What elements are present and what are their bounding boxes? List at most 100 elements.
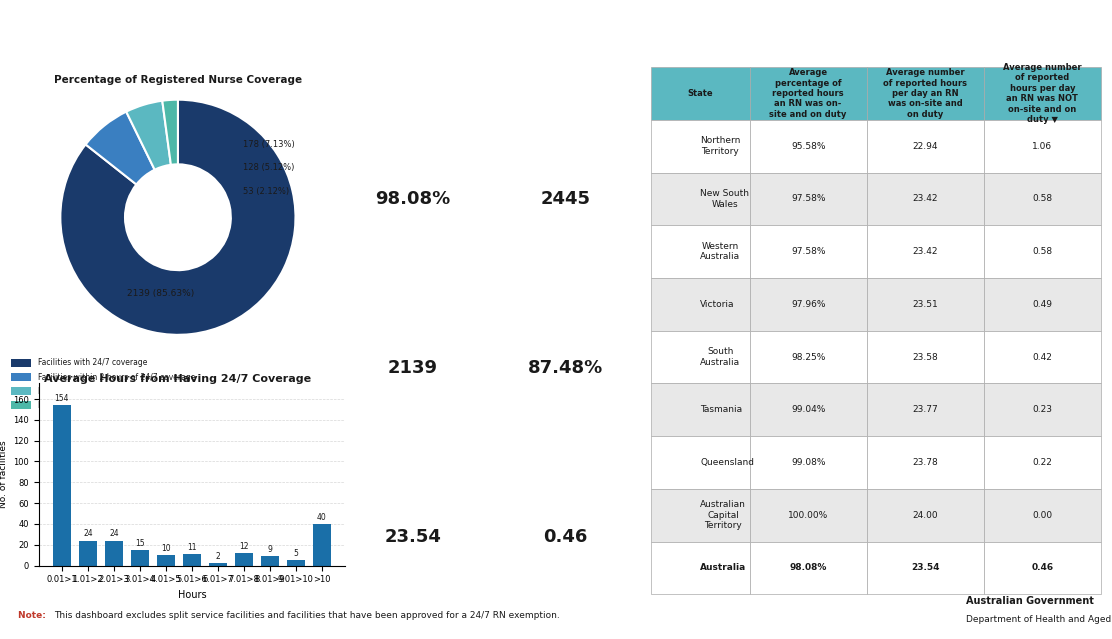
FancyBboxPatch shape xyxy=(651,173,749,226)
Text: 98.08%: 98.08% xyxy=(790,564,827,573)
FancyBboxPatch shape xyxy=(651,436,749,489)
Text: 0.42: 0.42 xyxy=(1032,353,1052,362)
FancyBboxPatch shape xyxy=(984,383,1101,436)
FancyBboxPatch shape xyxy=(984,436,1101,489)
FancyBboxPatch shape xyxy=(651,489,749,542)
FancyBboxPatch shape xyxy=(866,489,984,542)
FancyBboxPatch shape xyxy=(984,331,1101,383)
FancyBboxPatch shape xyxy=(651,383,749,436)
Text: 40: 40 xyxy=(317,513,327,522)
FancyBboxPatch shape xyxy=(866,226,984,278)
Text: 100.00%: 100.00% xyxy=(788,511,828,520)
Text: State: State xyxy=(687,89,713,98)
Text: Facilities with 24/7 coverage: Facilities with 24/7 coverage xyxy=(38,358,147,367)
Text: 24.00: 24.00 xyxy=(913,511,939,520)
Wedge shape xyxy=(86,112,155,185)
Text: Average number
of reported
hours per day
an RN was NOT
on-site and on
duty ▼: Average number of reported hours per day… xyxy=(1003,63,1082,124)
Bar xyxy=(131,550,149,566)
Bar xyxy=(79,541,97,566)
Text: This dashboard excludes split service facilities and facilities that have been a: This dashboard excludes split service fa… xyxy=(54,610,560,620)
Text: Facilities that did not report: Facilities that did not report xyxy=(38,401,145,410)
FancyBboxPatch shape xyxy=(749,541,866,594)
Text: Tasmania: Tasmania xyxy=(701,405,742,414)
Text: Average number of
reported hours per day an
RN was NOT on-site and
on duty: Average number of reported hours per day… xyxy=(502,435,631,475)
FancyBboxPatch shape xyxy=(749,383,866,436)
FancyBboxPatch shape xyxy=(984,226,1101,278)
Bar xyxy=(11,373,31,381)
FancyBboxPatch shape xyxy=(651,331,749,383)
FancyBboxPatch shape xyxy=(749,331,866,383)
Text: 23.42: 23.42 xyxy=(913,247,939,256)
FancyBboxPatch shape xyxy=(866,120,984,173)
Text: 12: 12 xyxy=(239,542,249,551)
FancyBboxPatch shape xyxy=(749,226,866,278)
FancyBboxPatch shape xyxy=(749,278,866,331)
Text: 10: 10 xyxy=(161,544,170,553)
Text: 23.78: 23.78 xyxy=(912,458,939,467)
Bar xyxy=(260,556,279,566)
Text: Victoria: Victoria xyxy=(701,300,735,309)
Text: 0.22: 0.22 xyxy=(1032,458,1052,467)
Text: New South
Wales: New South Wales xyxy=(701,189,749,208)
Text: 154: 154 xyxy=(54,394,69,403)
Text: 128 (5.12%): 128 (5.12%) xyxy=(242,164,294,173)
Wedge shape xyxy=(127,101,171,170)
Text: 2139: 2139 xyxy=(388,359,438,377)
Text: Facilities within 2 hours of 24/7 coverage: Facilities within 2 hours of 24/7 covera… xyxy=(38,373,196,381)
FancyBboxPatch shape xyxy=(984,278,1101,331)
Text: 23.77: 23.77 xyxy=(912,405,939,414)
Text: 24: 24 xyxy=(109,530,119,539)
Text: Number of facilities that
submitted their 24/7 RN
report: Number of facilities that submitted thei… xyxy=(506,102,626,132)
Text: 95.58%: 95.58% xyxy=(791,142,825,151)
Text: 98.25%: 98.25% xyxy=(791,353,825,362)
Text: Western
Australia: Western Australia xyxy=(701,242,741,261)
Text: 23.54: 23.54 xyxy=(385,528,441,546)
Text: 23.42: 23.42 xyxy=(913,194,939,203)
Bar xyxy=(287,560,305,566)
Bar xyxy=(105,541,123,566)
Text: 53 (2.12%): 53 (2.12%) xyxy=(242,187,289,196)
Text: 0.46: 0.46 xyxy=(1031,564,1053,573)
FancyBboxPatch shape xyxy=(749,120,866,173)
FancyBboxPatch shape xyxy=(984,489,1101,542)
Text: 11: 11 xyxy=(187,543,197,552)
Text: Average Hours from Having 24/7 Coverage: Average Hours from Having 24/7 Coverage xyxy=(44,374,311,383)
Text: Number of facilities that
reported having an RN at
all times: Number of facilities that reported havin… xyxy=(351,271,475,301)
FancyBboxPatch shape xyxy=(651,120,749,173)
Bar xyxy=(11,401,31,409)
FancyBboxPatch shape xyxy=(866,331,984,383)
Text: 97.58%: 97.58% xyxy=(791,247,825,256)
Bar xyxy=(53,405,71,566)
Bar xyxy=(235,553,252,566)
Text: 2445: 2445 xyxy=(540,190,590,208)
Text: Average percentage of
reported hours an RN
was on-site and on duty: Average percentage of reported hours an … xyxy=(355,102,471,132)
Text: Note:: Note: xyxy=(18,610,49,620)
Text: Australian
Capital
Territory: Australian Capital Territory xyxy=(701,500,746,530)
Text: 0.58: 0.58 xyxy=(1032,247,1052,256)
Bar xyxy=(312,524,331,566)
Text: 1.06: 1.06 xyxy=(1032,142,1052,151)
Text: 98.08%: 98.08% xyxy=(375,190,450,208)
Text: 23.58: 23.58 xyxy=(912,353,939,362)
Wedge shape xyxy=(162,100,178,165)
Text: 178 (7.13%): 178 (7.13%) xyxy=(242,140,295,149)
Text: Facilities more than 2 hours from 24/7 RN coverage: Facilities more than 2 hours from 24/7 R… xyxy=(38,387,236,396)
FancyBboxPatch shape xyxy=(749,436,866,489)
FancyBboxPatch shape xyxy=(651,67,749,120)
Text: Australia: Australia xyxy=(701,564,746,573)
Y-axis label: No. of facilities: No. of facilities xyxy=(0,441,8,508)
Text: Queensland: Queensland xyxy=(701,458,754,467)
Text: South
Australia: South Australia xyxy=(701,348,741,367)
FancyBboxPatch shape xyxy=(984,541,1101,594)
Text: 97.96%: 97.96% xyxy=(791,300,825,309)
Text: 9: 9 xyxy=(267,545,272,554)
FancyBboxPatch shape xyxy=(749,67,866,120)
Text: 23.54: 23.54 xyxy=(911,564,940,573)
Bar xyxy=(157,555,175,566)
Text: 15: 15 xyxy=(135,539,145,548)
FancyBboxPatch shape xyxy=(749,489,866,542)
Text: 0.46: 0.46 xyxy=(544,528,588,546)
Text: 0.23: 0.23 xyxy=(1032,405,1052,414)
Text: 87.48%: 87.48% xyxy=(528,359,604,377)
FancyBboxPatch shape xyxy=(749,173,866,226)
